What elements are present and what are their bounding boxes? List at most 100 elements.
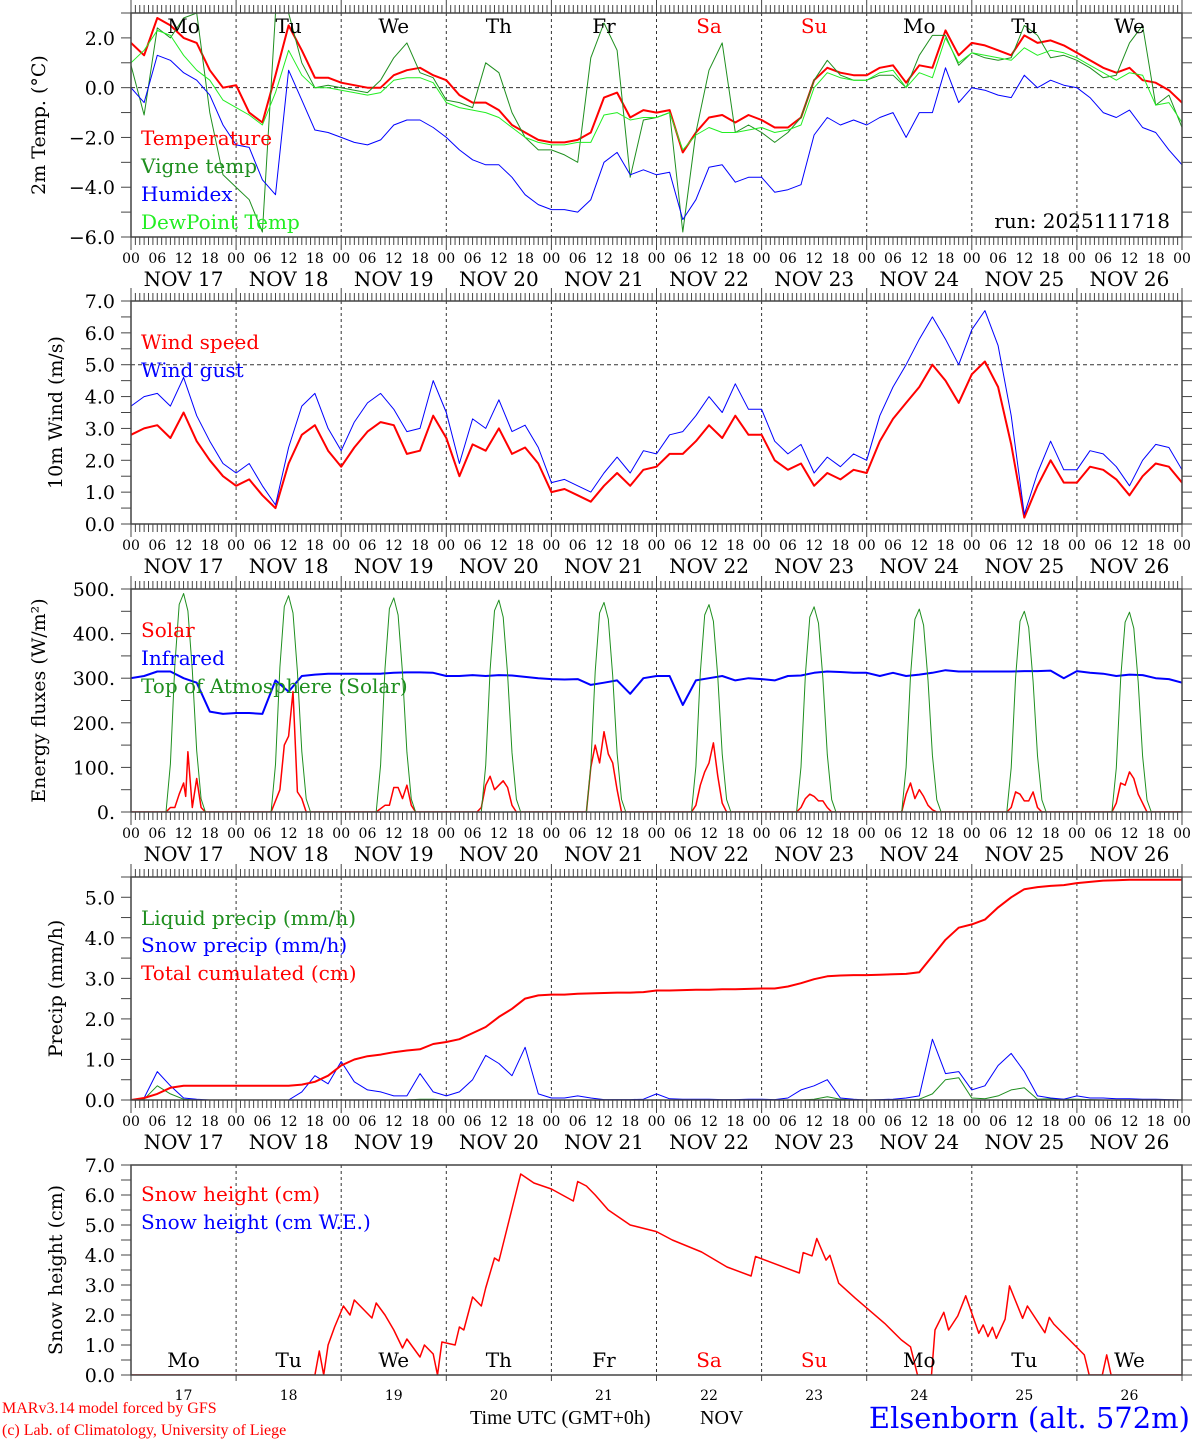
y-tick-label: −6.0 [69, 227, 115, 249]
series-line-wind-speed [131, 360, 1182, 519]
x-date-label: NOV 17 [144, 842, 224, 866]
x-date-label: NOV 20 [459, 267, 539, 291]
credit-lab: (c) Lab. of Climatology, University of L… [2, 1422, 286, 1439]
x-tick-label: 18 [621, 538, 639, 554]
x-tick-label: 18 [621, 251, 639, 267]
weekday-label: We [1114, 14, 1145, 38]
x-tick-label: 12 [700, 538, 718, 554]
x-tick-label: 18 [621, 1114, 639, 1130]
x-date-label: NOV 19 [354, 267, 434, 291]
weekday-label: We [378, 14, 409, 38]
x-day-number: 23 [805, 1388, 823, 1404]
y-tick-label: 2.0 [85, 450, 115, 472]
x-day-number: 17 [175, 1388, 193, 1404]
legend-entry: Snow height (cm) [141, 1182, 320, 1206]
x-tick-label: 06 [569, 826, 587, 842]
x-tick-label: 12 [1015, 1114, 1033, 1130]
x-tick-label: 18 [726, 538, 744, 554]
x-tick-label: 00 [753, 826, 771, 842]
x-date-label: NOV 22 [669, 842, 749, 866]
x-tick-label: 00 [963, 826, 981, 842]
x-tick-label: 00 [437, 251, 455, 267]
x-tick-label: 12 [280, 538, 298, 554]
x-tick-label: 06 [779, 251, 797, 267]
legend-entry: Wind speed [141, 330, 259, 354]
x-tick-label: 18 [411, 1114, 429, 1130]
panel-snow-height: Snow height (cm) Snow height (cm W.E.) 17 1… [45, 1155, 1192, 1404]
x-date-label: NOV 22 [669, 554, 749, 578]
x-tick-label: 00 [542, 1114, 560, 1130]
x-tick-label: 12 [910, 826, 928, 842]
y-tick-label: 1.0 [85, 482, 115, 504]
legend-entry: Vigne temp [140, 154, 257, 178]
weekday-label: We [1114, 1348, 1145, 1372]
x-tick-label: 12 [385, 1114, 403, 1130]
x-tick-label: 12 [700, 1114, 718, 1130]
x-tick-label: 00 [963, 251, 981, 267]
x-day-number: 20 [490, 1388, 508, 1404]
x-date-label: NOV 24 [879, 842, 959, 866]
weekday-label: Th [486, 14, 512, 38]
x-tick-label: 06 [464, 251, 482, 267]
x-tick-label: 18 [201, 251, 219, 267]
y-tick-label: 400. [73, 624, 115, 646]
x-date-label: NOV 21 [564, 842, 644, 866]
y-tick-label: 5.0 [85, 1215, 115, 1237]
y-tick-label: 0. [97, 802, 115, 824]
weekday-label: Mo [903, 14, 936, 38]
x-tick-label: 12 [805, 538, 823, 554]
x-tick-label: 18 [1042, 1114, 1060, 1130]
x-tick-label: 18 [306, 826, 324, 842]
x-tick-label: 18 [1147, 826, 1165, 842]
legend-entry: Solar [141, 618, 195, 642]
x-date-label: NOV 22 [669, 267, 749, 291]
x-tick-label: 12 [385, 826, 403, 842]
panel-temperature: Temperature Vigne temp Humidex DewPoint Tem… [28, 0, 1192, 291]
x-tick-label: 00 [1068, 1114, 1086, 1130]
x-tick-label: 00 [963, 538, 981, 554]
series-line-humidex [131, 54, 1182, 221]
x-tick-label: 12 [490, 538, 508, 554]
x-tick-label: 18 [726, 826, 744, 842]
series-line-liquid-precip-mm-h [131, 1077, 1182, 1100]
weekday-label: Sa [696, 1348, 722, 1372]
x-tick-label: 12 [1121, 1114, 1139, 1130]
x-date-label: NOV 24 [879, 1130, 959, 1154]
x-tick-label: 00 [648, 251, 666, 267]
x-date-label: NOV 18 [249, 554, 329, 578]
x-date-label: NOV 24 [879, 554, 959, 578]
x-date-label: NOV 26 [1090, 842, 1170, 866]
x-tick-label: 12 [700, 826, 718, 842]
x-tick-label: 06 [674, 826, 692, 842]
x-date-label: NOV 19 [354, 1130, 434, 1154]
x-tick-label: 12 [490, 1114, 508, 1130]
x-tick-label: 00 [227, 1114, 245, 1130]
x-tick-label: 00 [332, 826, 350, 842]
y-tick-label: 2.0 [85, 1305, 115, 1327]
x-date-label: NOV 26 [1090, 554, 1170, 578]
x-tick-label: 06 [148, 538, 166, 554]
x-tick-label: 18 [411, 251, 429, 267]
x-tick-label: 12 [1121, 538, 1139, 554]
x-tick-label: 00 [227, 251, 245, 267]
x-tick-label: 12 [595, 251, 613, 267]
x-tick-label: 12 [385, 538, 403, 554]
x-tick-label: 06 [779, 826, 797, 842]
weekday-label: Su [801, 14, 828, 38]
x-date-label: NOV 21 [564, 267, 644, 291]
x-tick-label: 00 [858, 1114, 876, 1130]
series-line-snow-height-cm [131, 1173, 1182, 1375]
legend-entry: Snow precip (mm/h) [141, 933, 347, 957]
x-tick-label: 00 [542, 251, 560, 267]
x-date-label: NOV 23 [774, 554, 854, 578]
x-tick-label: 18 [411, 826, 429, 842]
x-tick-label: 12 [280, 826, 298, 842]
y-tick-label: 0.0 [85, 1365, 115, 1387]
x-tick-label: 00 [1068, 251, 1086, 267]
x-tick-label: 18 [516, 538, 534, 554]
x-tick-label: 00 [963, 1114, 981, 1130]
x-tick-label: 06 [1094, 251, 1112, 267]
weekday-label: Tu [1011, 14, 1037, 38]
panel-energy: Solar Infrared Top of Atmosphere (Solar) 00… [28, 576, 1192, 866]
series-line-infrared [131, 669, 1182, 715]
